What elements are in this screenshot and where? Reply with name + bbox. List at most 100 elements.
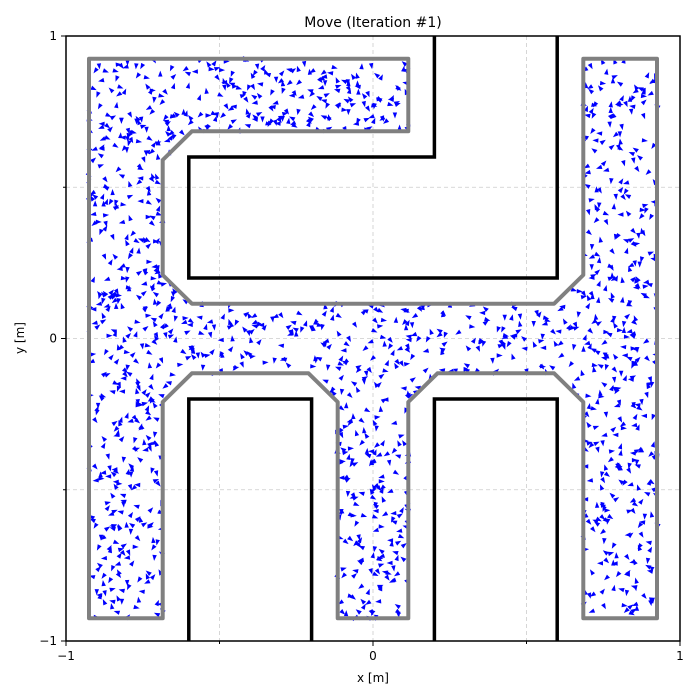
- particle: [122, 336, 127, 343]
- particle: [177, 362, 184, 368]
- particle: [212, 115, 218, 122]
- particle: [368, 62, 374, 70]
- particle: [243, 311, 250, 318]
- particle: [644, 391, 649, 399]
- particle: [105, 305, 111, 312]
- particle: [338, 475, 345, 480]
- particle: [374, 568, 380, 575]
- particle: [637, 155, 643, 161]
- particle: [172, 133, 177, 141]
- particle: [641, 413, 647, 419]
- particle: [143, 236, 148, 244]
- particle: [350, 458, 355, 465]
- particle: [276, 116, 282, 123]
- particle: [588, 107, 594, 115]
- particle: [557, 340, 564, 346]
- particle: [204, 87, 209, 94]
- particle: [120, 376, 127, 381]
- particle: [317, 77, 323, 84]
- particle: [115, 166, 122, 173]
- particle: [410, 353, 416, 361]
- particle: [614, 552, 619, 559]
- particle: [155, 265, 160, 272]
- particle: [534, 309, 539, 317]
- particle: [251, 313, 258, 319]
- particle: [368, 609, 374, 616]
- particle: [646, 283, 653, 288]
- particle: [316, 322, 323, 327]
- particle: [108, 511, 115, 516]
- particle: [106, 333, 113, 338]
- particle: [280, 357, 288, 362]
- particle: [383, 451, 390, 457]
- particle: [639, 398, 644, 406]
- particle: [322, 341, 328, 348]
- particle: [600, 471, 605, 478]
- particle: [602, 538, 607, 545]
- particle: [409, 322, 415, 329]
- particle: [220, 112, 226, 119]
- particle: [221, 80, 228, 85]
- particle: [360, 603, 366, 610]
- particle: [251, 324, 258, 329]
- particle: [511, 353, 516, 360]
- particle: [372, 503, 379, 509]
- particle: [109, 390, 116, 395]
- particle: [593, 441, 600, 447]
- particle: [102, 68, 109, 73]
- particle: [105, 112, 112, 117]
- particle: [246, 330, 251, 337]
- particle: [375, 599, 382, 604]
- particle: [118, 174, 125, 179]
- particle: [227, 105, 235, 111]
- particle: [635, 424, 640, 431]
- particle: [396, 528, 403, 533]
- particle: [611, 376, 617, 383]
- particle: [104, 373, 111, 378]
- particle: [118, 523, 123, 531]
- particle: [502, 333, 509, 338]
- particle: [307, 68, 313, 75]
- y-axis-label: y [m]: [13, 322, 27, 354]
- particle: [603, 167, 610, 172]
- particle: [124, 147, 129, 154]
- particle: [645, 169, 652, 175]
- particle: [327, 71, 334, 76]
- particle: [116, 298, 121, 305]
- particle: [239, 94, 247, 99]
- particle: [617, 416, 623, 423]
- particle: [114, 302, 119, 309]
- particle: [383, 118, 390, 124]
- particle: [388, 343, 394, 350]
- particle: [392, 112, 398, 119]
- particle: [165, 305, 170, 312]
- particle: [100, 534, 107, 541]
- particle: [107, 465, 112, 472]
- particle: [110, 291, 117, 296]
- particle: [596, 164, 603, 169]
- particle: [169, 114, 177, 119]
- particle: [343, 610, 349, 617]
- particle: [102, 225, 108, 232]
- particle: [118, 588, 125, 594]
- particle: [588, 254, 595, 259]
- particle: [128, 136, 134, 144]
- particle: [245, 108, 250, 115]
- particle: [97, 593, 102, 600]
- particle: [610, 316, 615, 323]
- particle: [632, 147, 639, 153]
- particle: [401, 61, 408, 67]
- particle: [108, 354, 114, 361]
- particle: [256, 92, 263, 99]
- particle: [125, 276, 130, 283]
- particle: [181, 319, 188, 324]
- particle: [101, 572, 107, 579]
- particle: [281, 87, 286, 94]
- particle: [617, 102, 624, 107]
- particle: [628, 108, 634, 115]
- particle: [391, 565, 396, 572]
- particle: [159, 99, 166, 105]
- particle: [90, 211, 97, 216]
- particle: [553, 340, 559, 347]
- particle: [290, 68, 297, 74]
